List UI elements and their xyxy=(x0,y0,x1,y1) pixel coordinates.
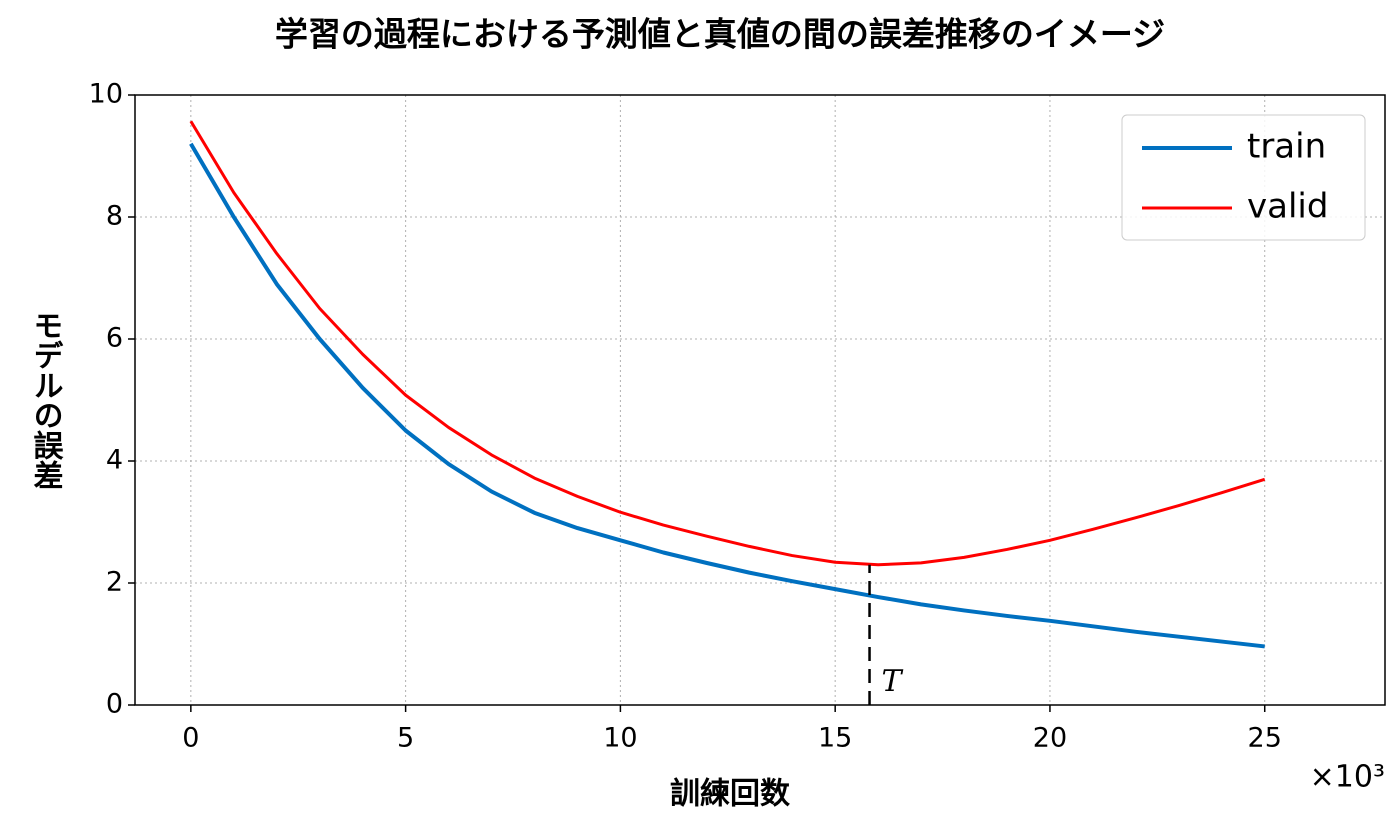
x-offset-label: ×10³ xyxy=(1310,760,1385,795)
legend: train valid xyxy=(1121,114,1366,241)
legend-label: valid xyxy=(1247,187,1328,227)
line-series xyxy=(189,142,1265,649)
x-tick-label: 10 xyxy=(603,723,637,754)
x-axis-label: 訓練回数 xyxy=(670,777,791,812)
y-tick-label: 4 xyxy=(106,445,123,476)
x-tick-label: 0 xyxy=(182,723,199,754)
x-tick-label: 5 xyxy=(397,723,414,754)
x-tick-label: 15 xyxy=(818,723,852,754)
y-tick-label: 10 xyxy=(89,79,123,110)
line-series xyxy=(189,120,1266,567)
threshold-label: T xyxy=(882,664,904,699)
y-tick-label: 0 xyxy=(106,689,123,720)
legend-label: train xyxy=(1247,127,1326,167)
plot-frame xyxy=(134,94,1386,706)
x-tick-label: 20 xyxy=(1033,723,1067,754)
y-tick-label: 6 xyxy=(106,323,123,354)
x-tick-label: 25 xyxy=(1248,723,1282,754)
legend-box xyxy=(1121,114,1366,241)
y-tick-label: 8 xyxy=(106,201,123,232)
chart-title: 学習の過程における予測値と真値の間の誤差推移のイメージ xyxy=(275,15,1165,54)
y-tick-label: 2 xyxy=(106,567,123,598)
y-axis-label: モデルの誤差 xyxy=(28,310,64,490)
